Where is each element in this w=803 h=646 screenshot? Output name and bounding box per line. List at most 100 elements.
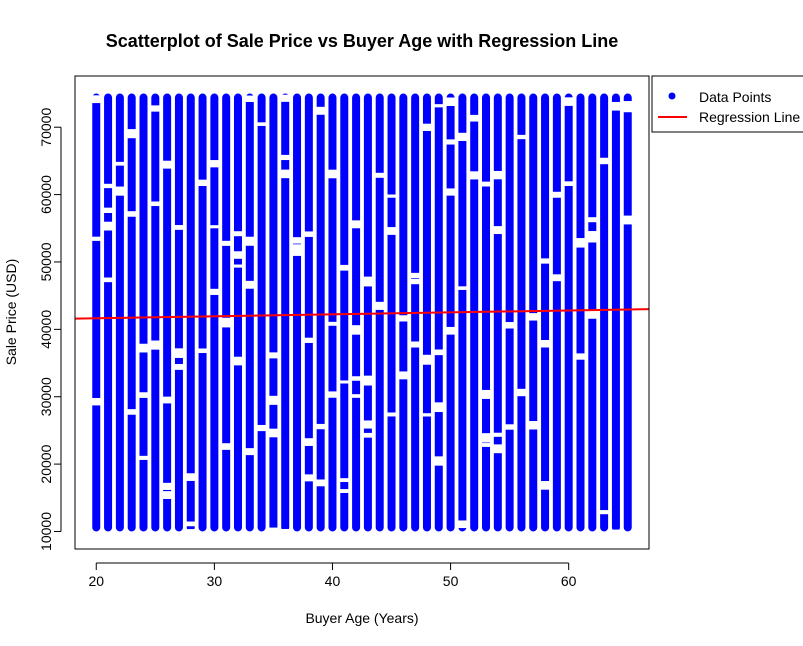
- data-point-column: [623, 93, 632, 532]
- column-gap: [505, 424, 515, 430]
- column-gap: [268, 352, 278, 359]
- column-gap: [410, 341, 420, 348]
- column-gap: [209, 225, 219, 229]
- y-axis-title: Sale Price (USD): [3, 259, 19, 366]
- column-gap: [422, 413, 432, 417]
- column-gap: [339, 478, 349, 483]
- column-gap: [516, 388, 526, 397]
- column-gap: [150, 340, 160, 350]
- column-gap: [410, 272, 420, 279]
- column-gap: [103, 207, 113, 214]
- column-gap: [351, 325, 361, 335]
- column-gap: [115, 186, 125, 196]
- column-gap: [245, 448, 255, 456]
- data-point-column: [611, 93, 620, 532]
- regression-line: [74, 308, 650, 320]
- column-gap: [280, 94, 290, 102]
- column-gap: [327, 321, 337, 326]
- column-gap: [493, 444, 503, 454]
- data-point-column: [529, 93, 538, 532]
- column-gap: [481, 433, 491, 443]
- data-point-column: [151, 93, 160, 532]
- column-gap: [221, 240, 231, 246]
- column-gap: [363, 432, 373, 438]
- column-gap: [127, 409, 137, 415]
- column-gap: [528, 421, 538, 430]
- data-point-column: [541, 93, 550, 532]
- data-point-column: [198, 93, 207, 532]
- column-gap: [292, 237, 302, 244]
- column-gap: [587, 236, 597, 243]
- column-gap: [115, 161, 125, 166]
- column-gap: [127, 211, 137, 217]
- column-gap: [127, 129, 137, 139]
- column-gap: [434, 104, 444, 108]
- column-gap: [162, 482, 172, 490]
- data-point-column: [104, 93, 113, 532]
- column-gap: [198, 348, 208, 354]
- column-gap: [469, 171, 479, 180]
- column-gap: [186, 529, 196, 535]
- column-gap: [351, 394, 361, 398]
- column-gap: [446, 326, 456, 335]
- column-gap: [540, 481, 550, 490]
- column-gap: [174, 348, 184, 358]
- column-gap: [233, 251, 243, 259]
- column-gap: [339, 380, 349, 384]
- column-gap: [363, 420, 373, 429]
- column-gap: [434, 456, 444, 466]
- column-gap: [481, 389, 491, 399]
- column-gap: [280, 528, 290, 534]
- column-gap: [91, 397, 101, 406]
- column-gap: [575, 353, 585, 360]
- column-gap: [564, 97, 574, 106]
- data-point-column: [222, 93, 231, 532]
- legend: Data Points Regression Line: [651, 75, 803, 133]
- column-gap: [552, 274, 562, 282]
- data-point-column: [257, 93, 266, 532]
- data-points-layer: [91, 93, 633, 535]
- data-point-column: [600, 93, 609, 532]
- y-tick-label: 70000: [38, 108, 54, 147]
- column-gap: [351, 220, 361, 229]
- column-gap: [304, 474, 314, 482]
- column-gap: [257, 122, 267, 126]
- column-gap: [516, 134, 526, 140]
- column-gap: [103, 183, 113, 189]
- column-gap: [103, 221, 113, 231]
- y-tick-label: 40000: [38, 310, 54, 349]
- column-gap: [327, 169, 337, 179]
- column-gap: [150, 105, 160, 112]
- column-gap: [103, 277, 113, 283]
- y-tick-label: 30000: [38, 377, 54, 416]
- column-gap: [162, 160, 172, 169]
- column-gap: [457, 132, 467, 142]
- x-axis-title: Buyer Age (Years): [305, 610, 418, 626]
- column-gap: [398, 315, 408, 322]
- column-gap: [268, 527, 278, 533]
- column-gap: [139, 343, 149, 353]
- column-gap: [162, 396, 172, 404]
- column-gap: [540, 258, 550, 264]
- column-gap: [292, 244, 302, 254]
- column-gap: [316, 479, 326, 487]
- column-gap: [339, 489, 349, 493]
- x-tick-label: 60: [561, 573, 577, 589]
- column-gap: [339, 264, 349, 271]
- column-gap: [375, 301, 385, 310]
- y-tick-label: 60000: [38, 175, 54, 214]
- column-gap: [457, 286, 467, 290]
- data-point-column: [245, 93, 254, 532]
- column-gap: [587, 231, 597, 238]
- column-gap: [257, 424, 267, 432]
- data-point-column: [517, 93, 526, 532]
- column-gap: [304, 337, 314, 343]
- column-gap: [398, 371, 408, 380]
- column-gap: [623, 215, 633, 225]
- data-point-column: [552, 93, 561, 532]
- column-gap: [457, 520, 467, 529]
- y-tick-label: 10000: [38, 512, 54, 551]
- y-tick-label: 20000: [38, 444, 54, 483]
- data-point-column: [564, 93, 573, 532]
- data-point-column: [139, 93, 148, 532]
